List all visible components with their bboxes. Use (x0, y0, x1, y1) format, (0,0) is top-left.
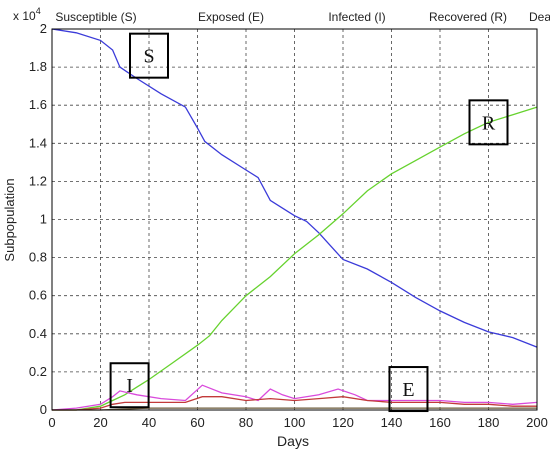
x-tick-label: 120 (332, 415, 354, 430)
y-tick-label: 0.6 (29, 288, 47, 303)
legend-entry: Recovered (R) (429, 10, 507, 24)
x-tick-label: 80 (239, 415, 253, 430)
x-tick-label: 20 (93, 415, 107, 430)
grid-lines (52, 29, 537, 410)
series-line-susceptible-s (51, 28, 538, 348)
legend-entry: Infected (I) (328, 10, 385, 24)
x-tick-label: 140 (381, 415, 403, 430)
plot-frame (51, 28, 538, 411)
y-axis: 0 0.2 0.4 0.6 0.8 1 1.2 1.4 1.6 1.8 2 (29, 21, 47, 417)
annotation-label: R (482, 112, 496, 134)
legend: Susceptible (S) Exposed (E) Infected (I) Re… (55, 10, 550, 24)
legend-entry: Susceptible (S) (55, 10, 136, 24)
series-line-infected-i (51, 384, 538, 411)
y-exponent: 4 (36, 6, 41, 16)
series-lines (51, 28, 538, 411)
y-tick-label: 1.8 (29, 59, 47, 74)
x-axis-label: Days (277, 433, 309, 449)
legend-entry: Exposed (E) (198, 10, 264, 24)
series-line-recovered-r (52, 106, 538, 411)
y-tick-label: 1 (40, 212, 47, 227)
annotation-label: I (126, 375, 133, 397)
annotation-label: S (143, 46, 154, 68)
annotations: S R I E (109, 32, 509, 413)
y-tick-label: 1.6 (29, 97, 47, 112)
y-tick-label: 0.2 (29, 364, 47, 379)
series-line-death-d (52, 407, 537, 411)
x-tick-label: 180 (478, 415, 500, 430)
x-tick-label: 0 (48, 415, 55, 430)
y-tick-label: 1.2 (29, 173, 47, 188)
series-line-exposed-e (52, 396, 537, 411)
annotation-box (129, 32, 169, 79)
y-tick-label: 0.4 (29, 326, 47, 341)
annotation-box (388, 366, 429, 413)
annotation-label: E (402, 379, 414, 401)
legend-entry: Death (D) (529, 10, 550, 24)
x-axis: 0 20 40 60 80 100 120 140 160 180 200 (48, 415, 547, 430)
y-tick-label: 2 (40, 21, 47, 36)
y-axis-label: Subpopulation (2, 178, 17, 261)
x-tick-label: 40 (142, 415, 156, 430)
x-tick-label: 160 (429, 415, 451, 430)
annotation-box (109, 362, 150, 409)
y-tick-label: 1.4 (29, 135, 47, 150)
y-tick-label: 0 (40, 402, 47, 417)
annotation-box (468, 99, 509, 146)
y-tick-label: 0.8 (29, 250, 47, 265)
x-tick-label: 60 (190, 415, 204, 430)
y-multiplier: x 104 (13, 6, 41, 23)
x-tick-label: 100 (284, 415, 306, 430)
x-tick-label: 200 (526, 415, 548, 430)
